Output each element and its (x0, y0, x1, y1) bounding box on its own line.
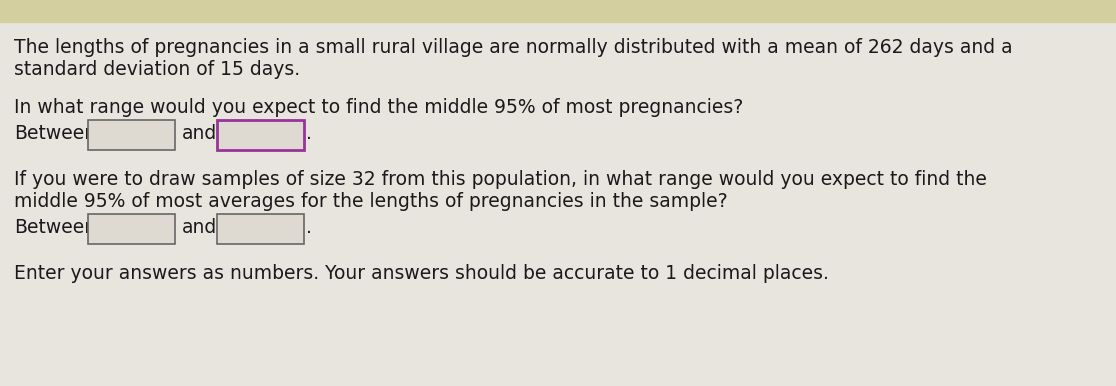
Text: In what range would you expect to find the middle 95% of most pregnancies?: In what range would you expect to find t… (15, 98, 743, 117)
Text: .: . (306, 124, 311, 143)
Text: If you were to draw samples of size 32 from this population, in what range would: If you were to draw samples of size 32 f… (15, 170, 987, 189)
FancyBboxPatch shape (88, 214, 175, 244)
Text: standard deviation of 15 days.: standard deviation of 15 days. (15, 60, 300, 79)
Text: .: . (306, 218, 311, 237)
FancyBboxPatch shape (217, 120, 304, 150)
FancyBboxPatch shape (88, 120, 175, 150)
Text: The lengths of pregnancies in a small rural village are normally distributed wit: The lengths of pregnancies in a small ru… (15, 38, 1012, 57)
Text: and: and (182, 124, 218, 143)
Text: Between: Between (15, 218, 96, 237)
Text: Between: Between (15, 124, 96, 143)
Text: middle 95% of most averages for the lengths of pregnancies in the sample?: middle 95% of most averages for the leng… (15, 192, 728, 211)
Text: Enter your answers as numbers. Your answers should be accurate to 1 decimal plac: Enter your answers as numbers. Your answ… (15, 264, 829, 283)
FancyBboxPatch shape (217, 214, 304, 244)
Text: and: and (182, 218, 218, 237)
